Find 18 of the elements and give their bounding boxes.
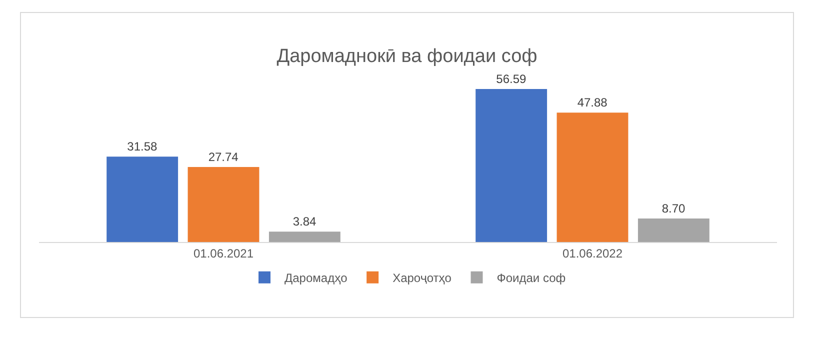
data-label: 8.70: [662, 201, 686, 216]
bar: [638, 218, 710, 242]
bar: [476, 89, 548, 242]
bar: [268, 232, 340, 242]
x-tick-label: 01.06.2021: [193, 246, 254, 260]
data-label: 27.74: [208, 150, 239, 164]
legend-label: Даромадҳо: [284, 271, 348, 286]
x-tick-label: 01.06.2022: [562, 246, 623, 260]
bar: [188, 167, 260, 242]
data-label: 47.88: [577, 96, 608, 110]
legend-label: Фоидаи соф: [496, 271, 566, 286]
chart-title: Даромаднокӣ ва фоидаи соф: [276, 46, 538, 68]
data-label: 3.84: [292, 214, 317, 229]
bar: [556, 112, 628, 242]
data-label: 31.58: [127, 140, 158, 154]
legend-label: Хароҷотҳо: [392, 271, 452, 286]
data-label: 56.59: [496, 72, 526, 86]
bar: [106, 156, 178, 242]
